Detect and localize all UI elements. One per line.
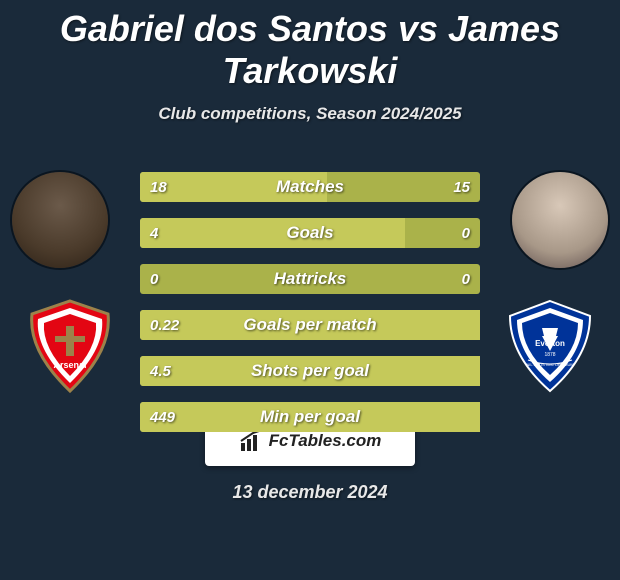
stat-fill-left — [140, 218, 405, 248]
player-left-avatar — [10, 170, 110, 270]
stat-fill-left — [140, 402, 480, 432]
arsenal-crest-icon: Arsenal — [20, 296, 120, 396]
stat-row: 449Min per goal — [140, 402, 480, 432]
stat-row: 4Goals0 — [140, 218, 480, 248]
stat-value-left: 4 — [150, 225, 158, 242]
everton-crest-icon: Everton 1878 NIL SATIS NISI OPTIMUM — [500, 296, 600, 396]
stat-value-left: 0.22 — [150, 317, 179, 334]
page-title: Gabriel dos Santos vs James Tarkowski — [0, 0, 620, 92]
stat-fill-left — [140, 172, 327, 202]
stat-value-left: 18 — [150, 179, 167, 196]
page-subtitle: Club competitions, Season 2024/2025 — [0, 104, 620, 124]
stat-label: Hattricks — [140, 269, 480, 289]
stat-row: 0.22Goals per match — [140, 310, 480, 340]
stat-value-right: 0 — [462, 271, 470, 288]
stat-value-left: 449 — [150, 409, 175, 426]
player-left-silhouette — [12, 172, 108, 268]
stat-row: 4.5Shots per goal — [140, 356, 480, 386]
stat-value-right: 0 — [462, 225, 470, 242]
stat-value-left: 4.5 — [150, 363, 171, 380]
club-left-badge: Arsenal — [20, 296, 120, 396]
stat-value-right: 15 — [453, 179, 470, 196]
stat-fill-left — [140, 356, 480, 386]
svg-text:Everton: Everton — [535, 339, 565, 348]
player-right-avatar — [510, 170, 610, 270]
svg-text:Arsenal: Arsenal — [53, 360, 86, 370]
stat-fill-left — [140, 310, 480, 340]
stat-row: 18Matches15 — [140, 172, 480, 202]
stat-value-left: 0 — [150, 271, 158, 288]
stat-bars: 18Matches154Goals00Hattricks00.22Goals p… — [140, 172, 480, 448]
club-right-badge: Everton 1878 NIL SATIS NISI OPTIMUM — [500, 296, 600, 396]
svg-text:1878: 1878 — [544, 352, 555, 358]
svg-text:NIL SATIS NISI OPTIMUM: NIL SATIS NISI OPTIMUM — [526, 362, 573, 367]
player-right-silhouette — [512, 172, 608, 268]
footer-date: 13 december 2024 — [0, 482, 620, 503]
stat-row: 0Hattricks0 — [140, 264, 480, 294]
